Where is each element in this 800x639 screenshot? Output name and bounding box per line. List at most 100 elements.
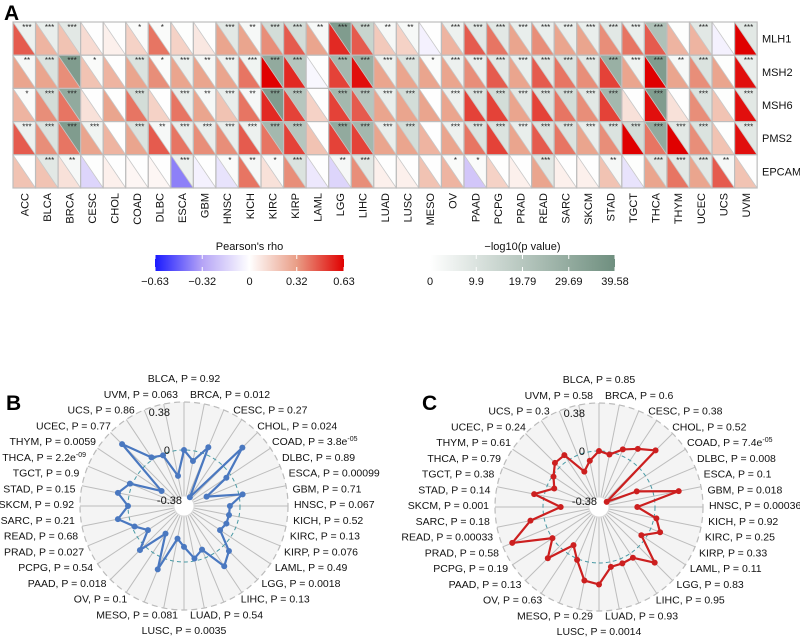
heatmap-cell: *** bbox=[553, 21, 578, 56]
radar-spoke bbox=[578, 404, 598, 498]
cell-diagonal bbox=[170, 21, 194, 56]
radar-data-point bbox=[550, 473, 557, 480]
radar-category-label: LGG, P = 0.83 bbox=[677, 579, 744, 591]
significance-stars: *** bbox=[518, 23, 527, 32]
significance-stars: *** bbox=[270, 23, 279, 32]
rho-triangle bbox=[734, 121, 758, 155]
column-label: SKCM bbox=[583, 193, 595, 225]
significance-stars: *** bbox=[609, 89, 618, 98]
cell-diagonal bbox=[170, 154, 194, 189]
cell-diagonal bbox=[621, 154, 645, 189]
radar-spoke bbox=[163, 403, 183, 497]
column-label: MESO bbox=[425, 193, 437, 226]
heatmap-cell: *** bbox=[531, 21, 555, 56]
significance-stars: *** bbox=[45, 23, 54, 32]
significance-stars: *** bbox=[699, 89, 708, 98]
cell-diagonal bbox=[215, 121, 239, 156]
significance-stars: *** bbox=[518, 89, 527, 98]
significance-stars: *** bbox=[45, 123, 54, 132]
heatmap-cell: *** bbox=[643, 54, 668, 90]
significance-stars: *** bbox=[451, 56, 460, 65]
heatmap-cell: *** bbox=[34, 21, 59, 56]
heatmap-cell: *** bbox=[598, 54, 623, 90]
radar-data-point bbox=[629, 554, 636, 561]
significance-stars: * bbox=[476, 156, 479, 165]
cell-diagonal bbox=[734, 88, 758, 122]
radar-spoke bbox=[540, 515, 594, 594]
heatmap-cell: ** bbox=[192, 87, 217, 123]
radar-spoke bbox=[110, 512, 178, 580]
significance-stars: *** bbox=[541, 89, 550, 98]
radar-category-label: SARC, P = 0.21 bbox=[1, 515, 75, 527]
cell-diagonal bbox=[260, 121, 284, 156]
heatmap-cell: ** bbox=[373, 21, 397, 56]
radar-data-point bbox=[125, 503, 131, 509]
radar-data-point bbox=[239, 491, 246, 498]
column-label: GBM bbox=[200, 193, 212, 218]
cell-diagonal bbox=[463, 54, 487, 89]
significance-stars: *** bbox=[609, 123, 618, 132]
radar-category-label: UCS, P = 0.3 bbox=[488, 406, 550, 418]
cell-diagonal bbox=[305, 21, 330, 56]
cell-diagonal bbox=[35, 54, 59, 89]
significance-stars: *** bbox=[631, 56, 640, 65]
significance-stars: *** bbox=[135, 89, 144, 98]
significance-stars: *** bbox=[22, 23, 31, 32]
significance-stars: *** bbox=[383, 123, 392, 132]
radar-data-point bbox=[221, 563, 228, 570]
heatmap-cell: *** bbox=[125, 87, 149, 123]
column-label: ESCA bbox=[177, 192, 189, 223]
column-label: BRCA bbox=[64, 192, 76, 223]
heatmap-cell: * bbox=[440, 154, 465, 189]
cell-diagonal bbox=[102, 54, 127, 89]
radar-category-label: BRCA, P = 0.6 bbox=[605, 390, 674, 402]
significance-stars: *** bbox=[270, 56, 279, 65]
cell-diagonal bbox=[598, 154, 623, 189]
significance-stars: *** bbox=[631, 23, 640, 32]
significance-stars: *** bbox=[180, 56, 189, 65]
heatmap-cell: *** bbox=[283, 120, 307, 156]
heatmap-cell: * bbox=[260, 154, 285, 189]
heatmap-cell: *** bbox=[553, 120, 578, 156]
cell-diagonal bbox=[35, 154, 59, 189]
heatmap-cell: *** bbox=[260, 54, 285, 90]
cell-diagonal bbox=[283, 88, 307, 122]
radar-tick-label: 0.38 bbox=[149, 407, 170, 419]
heatmap-cell: *** bbox=[485, 54, 510, 90]
heatmap-cell: *** bbox=[621, 54, 645, 90]
significance-stars: *** bbox=[225, 123, 234, 132]
radar-data-point bbox=[551, 459, 558, 466]
significance-stars: *** bbox=[699, 123, 708, 132]
heatmap-cell: *** bbox=[57, 87, 82, 123]
heatmap-cell: *** bbox=[373, 120, 397, 156]
cell-diagonal bbox=[305, 121, 330, 156]
significance-stars: *** bbox=[518, 56, 527, 65]
cell-diagonal bbox=[418, 154, 442, 189]
significance-stars: *** bbox=[293, 23, 302, 32]
cell-diagonal bbox=[35, 121, 59, 156]
heatmap-cell: * bbox=[147, 54, 172, 90]
cell-diagonal bbox=[734, 21, 758, 56]
cell-diagonal bbox=[644, 88, 668, 122]
significance-stars: *** bbox=[180, 89, 189, 98]
radar-category-label: MESO, P = 0.29 bbox=[517, 610, 593, 622]
radar-category-label: GBM, P = 0.71 bbox=[293, 483, 362, 495]
cell-diagonal bbox=[147, 88, 172, 122]
column-label: READ bbox=[538, 193, 550, 224]
radar-data-point bbox=[119, 441, 126, 448]
cell-diagonal bbox=[486, 88, 510, 122]
heatmap-cell bbox=[147, 154, 172, 189]
exponent: -05 bbox=[762, 437, 772, 444]
cell-diagonal bbox=[80, 54, 104, 89]
heatmap-cell bbox=[485, 154, 510, 189]
cell-diagonal bbox=[238, 154, 262, 189]
radar-data-point bbox=[527, 517, 534, 524]
heatmap-cell: *** bbox=[508, 54, 533, 90]
significance-stars: ** bbox=[723, 156, 729, 165]
radar-data-point bbox=[239, 444, 246, 451]
pvalue-triangle bbox=[509, 154, 532, 188]
heatmap-cell: ** bbox=[305, 21, 330, 56]
column-label: KIRP bbox=[290, 193, 302, 219]
heatmap-cell bbox=[305, 54, 330, 90]
cell-diagonal bbox=[102, 21, 127, 56]
